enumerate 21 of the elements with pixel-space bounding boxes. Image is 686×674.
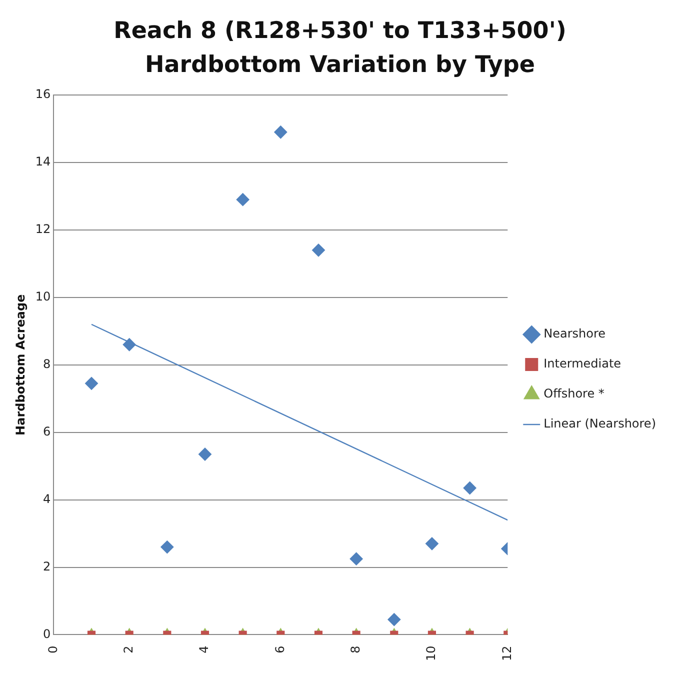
y-tick-label: 12 xyxy=(35,222,51,236)
x-tick-label: 12 xyxy=(500,646,514,662)
chart-title: Reach 8 (R128+530' to T133+500') Hardbottom Variation by Type xyxy=(112,17,568,80)
y-axis-title: Hardbottom Acreage xyxy=(13,294,28,436)
y-tick-label: 8 xyxy=(43,356,51,371)
x-tick-label: 6 xyxy=(272,646,287,654)
y-tick-label: 14 xyxy=(35,154,51,169)
y-tick-label: 2 xyxy=(43,559,51,574)
y-tick-label: 16 xyxy=(35,87,51,102)
y-tick-label: 4 xyxy=(43,492,51,506)
y-tick-label: 0 xyxy=(43,626,51,641)
y-tick-label: 6 xyxy=(43,424,51,438)
x-tick-label: 8 xyxy=(348,646,362,654)
legend-label: Nearshore xyxy=(544,326,606,341)
x-tick-label: 2 xyxy=(121,646,136,654)
x-tick-label: 4 xyxy=(197,646,212,654)
x-tick-label: 10 xyxy=(424,646,438,662)
y-tick-label: 10 xyxy=(35,290,51,304)
legend-label: Linear (Nearshore) xyxy=(544,416,656,431)
legend-label: Intermediate xyxy=(544,356,622,371)
legend-label: Offshore * xyxy=(544,386,604,401)
